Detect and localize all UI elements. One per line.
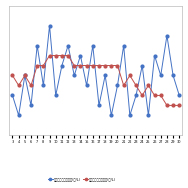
レギュラー前原価格(円/L) (123, 44, 125, 47)
レギュラー前原価格(円/L) (73, 74, 75, 77)
レギュラー実売価格(円/L) (67, 54, 69, 57)
レギュラー実売価格(円/L) (24, 74, 26, 77)
レギュラー実売価格(円/L) (153, 94, 156, 97)
レギュラー実売価格(円/L) (73, 64, 75, 67)
レギュラー前原価格(円/L) (178, 94, 180, 97)
レギュラー実売価格(円/L) (116, 64, 119, 67)
レギュラー実売価格(円/L) (55, 54, 57, 57)
レギュラー実売価格(円/L) (42, 64, 45, 67)
レギュラー実売価格(円/L) (79, 64, 82, 67)
レギュラー前原価格(円/L) (36, 44, 38, 47)
レギュラー前原価格(円/L) (49, 24, 51, 27)
レギュラー実売価格(円/L) (49, 54, 51, 57)
レギュラー前原価格(円/L) (153, 54, 156, 57)
レギュラー実売価格(円/L) (36, 64, 38, 67)
レギュラー実売価格(円/L) (166, 104, 168, 107)
レギュラー実売価格(円/L) (123, 84, 125, 87)
レギュラー実売価格(円/L) (104, 64, 106, 67)
レギュラー実売価格(円/L) (147, 84, 149, 87)
レギュラー前原価格(円/L) (135, 94, 137, 97)
レギュラー前原価格(円/L) (17, 114, 20, 117)
レギュラー前原価格(円/L) (30, 104, 32, 107)
レギュラー前原価格(円/L) (147, 114, 149, 117)
レギュラー実売価格(円/L) (11, 74, 14, 77)
レギュラー前原価格(円/L) (129, 114, 131, 117)
レギュラー前原価格(円/L) (55, 94, 57, 97)
レギュラー前原価格(円/L) (160, 74, 162, 77)
レギュラー実売価格(円/L) (129, 74, 131, 77)
レギュラー実売価格(円/L) (178, 104, 180, 107)
レギュラー実売価格(円/L) (141, 94, 143, 97)
レギュラー前原価格(円/L) (172, 74, 174, 77)
レギュラー実売価格(円/L) (30, 84, 32, 87)
レギュラー前原価格(円/L) (11, 94, 14, 97)
レギュラー実売価格(円/L) (86, 64, 88, 67)
Line: レギュラー前原価格(円/L): レギュラー前原価格(円/L) (11, 24, 181, 117)
レギュラー前原価格(円/L) (67, 44, 69, 47)
レギュラー前原価格(円/L) (24, 74, 26, 77)
レギュラー前原価格(円/L) (42, 84, 45, 87)
レギュラー実売価格(円/L) (17, 84, 20, 87)
レギュラー実売価格(円/L) (172, 104, 174, 107)
レギュラー前原価格(円/L) (86, 84, 88, 87)
レギュラー前原価格(円/L) (110, 114, 112, 117)
レギュラー実売価格(円/L) (61, 54, 63, 57)
レギュラー前原価格(円/L) (141, 64, 143, 67)
Legend: レギュラー前原価格(円/L), レギュラー実売価格(円/L): レギュラー前原価格(円/L), レギュラー実売価格(円/L) (46, 176, 118, 183)
レギュラー実売価格(円/L) (92, 64, 94, 67)
レギュラー前原価格(円/L) (79, 54, 82, 57)
レギュラー実売価格(円/L) (110, 64, 112, 67)
レギュラー前原価格(円/L) (92, 44, 94, 47)
レギュラー実売価格(円/L) (98, 64, 100, 67)
Line: レギュラー実売価格(円/L): レギュラー実売価格(円/L) (11, 54, 181, 107)
レギュラー前原価格(円/L) (116, 84, 119, 87)
レギュラー前原価格(円/L) (61, 64, 63, 67)
レギュラー前原価格(円/L) (98, 104, 100, 107)
レギュラー実売価格(円/L) (160, 94, 162, 97)
レギュラー前原価格(円/L) (166, 34, 168, 37)
レギュラー実売価格(円/L) (135, 84, 137, 87)
レギュラー前原価格(円/L) (104, 74, 106, 77)
